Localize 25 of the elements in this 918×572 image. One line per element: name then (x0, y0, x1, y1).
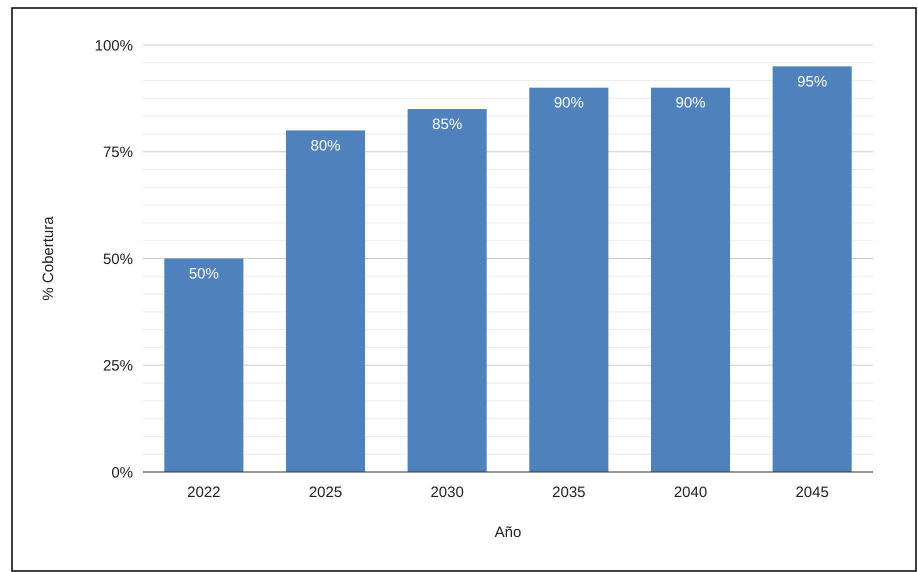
bar (529, 88, 608, 472)
data-label: 80% (310, 137, 341, 154)
bar (408, 109, 487, 472)
data-label: 50% (188, 266, 219, 282)
x-tick-label: 2045 (795, 484, 829, 501)
data-label: 95% (797, 73, 828, 90)
y-axis-title: % Cobertura (40, 216, 57, 301)
x-tick-label: 2025 (308, 484, 342, 501)
data-label: 85% (432, 116, 462, 134)
bar (772, 66, 852, 472)
y-tick-label: 50% (102, 250, 133, 268)
x-axis-title: Año (494, 524, 522, 541)
data-label: 90% (554, 94, 584, 112)
bar (286, 130, 366, 472)
y-tick-label: 0% (111, 464, 133, 482)
y-tick-label: 100% (94, 37, 133, 54)
bar (164, 258, 244, 472)
x-tick-label: 2035 (552, 484, 586, 501)
x-tick-label: 2022 (187, 484, 221, 501)
y-tick-label: 75% (102, 144, 133, 161)
x-tick-label: 2040 (674, 484, 708, 501)
data-label: 90% (675, 94, 706, 112)
y-tick-label: 25% (102, 358, 133, 374)
bar (650, 88, 730, 472)
x-tick-label: 2030 (430, 484, 464, 501)
